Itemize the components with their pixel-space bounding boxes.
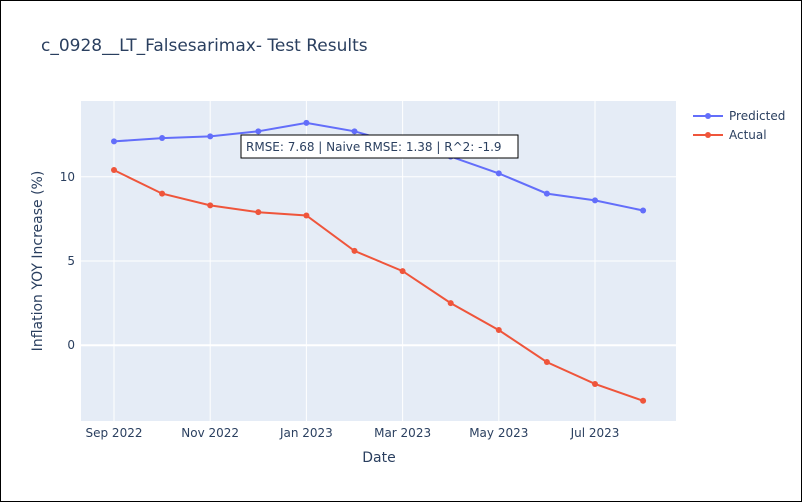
chart-title: c_0928__LT_Falsesarimax- Test Results <box>41 36 368 56</box>
predicted-point <box>495 170 502 177</box>
actual-point <box>351 247 358 254</box>
actual-point <box>447 300 454 307</box>
predicted-point <box>255 128 262 135</box>
actual-point <box>640 397 647 404</box>
actual-point <box>303 212 310 219</box>
actual-point <box>207 202 214 209</box>
legend-swatch-marker <box>705 132 711 138</box>
actual-point <box>159 190 166 197</box>
predicted-point <box>640 207 647 214</box>
y-tick-label: 0 <box>67 338 75 352</box>
annotation: RMSE: 7.68 | Naive RMSE: 1.38 | R^2: -1.… <box>240 134 519 159</box>
predicted-point <box>303 119 310 126</box>
x-tick-label: May 2023 <box>469 426 528 440</box>
y-tick-labels: 0 5 10 <box>60 170 75 352</box>
actual-point <box>111 167 117 174</box>
actual-point <box>543 359 550 366</box>
actual-point <box>592 380 598 387</box>
actual-point <box>255 209 262 216</box>
legend-label: Predicted <box>729 109 785 123</box>
legend-item-predicted[interactable]: Predicted <box>693 109 785 123</box>
predicted-point <box>111 138 117 145</box>
x-tick-labels: Sep 2022 Nov 2022 Jan 2023 Mar 2023 May 2023… <box>86 426 620 440</box>
annotation-box <box>240 134 519 159</box>
predicted-point <box>543 190 550 197</box>
actual-line <box>113 169 644 402</box>
x-tick-label: Jul 2023 <box>570 426 620 440</box>
legend-item-actual[interactable]: Actual <box>693 128 767 142</box>
legend[interactable]: Predicted Actual <box>693 109 785 142</box>
x-axis-title: Date <box>362 450 395 466</box>
predicted-point <box>207 133 214 140</box>
x-tick-label: Sep 2022 <box>86 426 143 440</box>
predicted-point <box>159 135 166 142</box>
annotation-text: RMSE: 7.68 | Naive RMSE: 1.38 | R^2: -1.… <box>246 140 502 154</box>
legend-swatch-marker <box>705 113 711 119</box>
predicted-point <box>592 197 598 204</box>
actual-series <box>111 167 647 404</box>
actual-point <box>495 327 502 334</box>
legend-label: Actual <box>729 128 767 142</box>
x-tick-label: Jan 2023 <box>279 426 333 440</box>
x-tick-label: Mar 2023 <box>374 426 431 440</box>
predicted-point <box>351 128 358 135</box>
y-tick-label: 10 <box>60 170 75 184</box>
x-tick-label: Nov 2022 <box>181 426 239 440</box>
actual-point <box>399 268 406 275</box>
y-axis-title: Inflation YOY Increase (%) <box>30 171 46 352</box>
y-tick-label: 5 <box>67 254 75 268</box>
